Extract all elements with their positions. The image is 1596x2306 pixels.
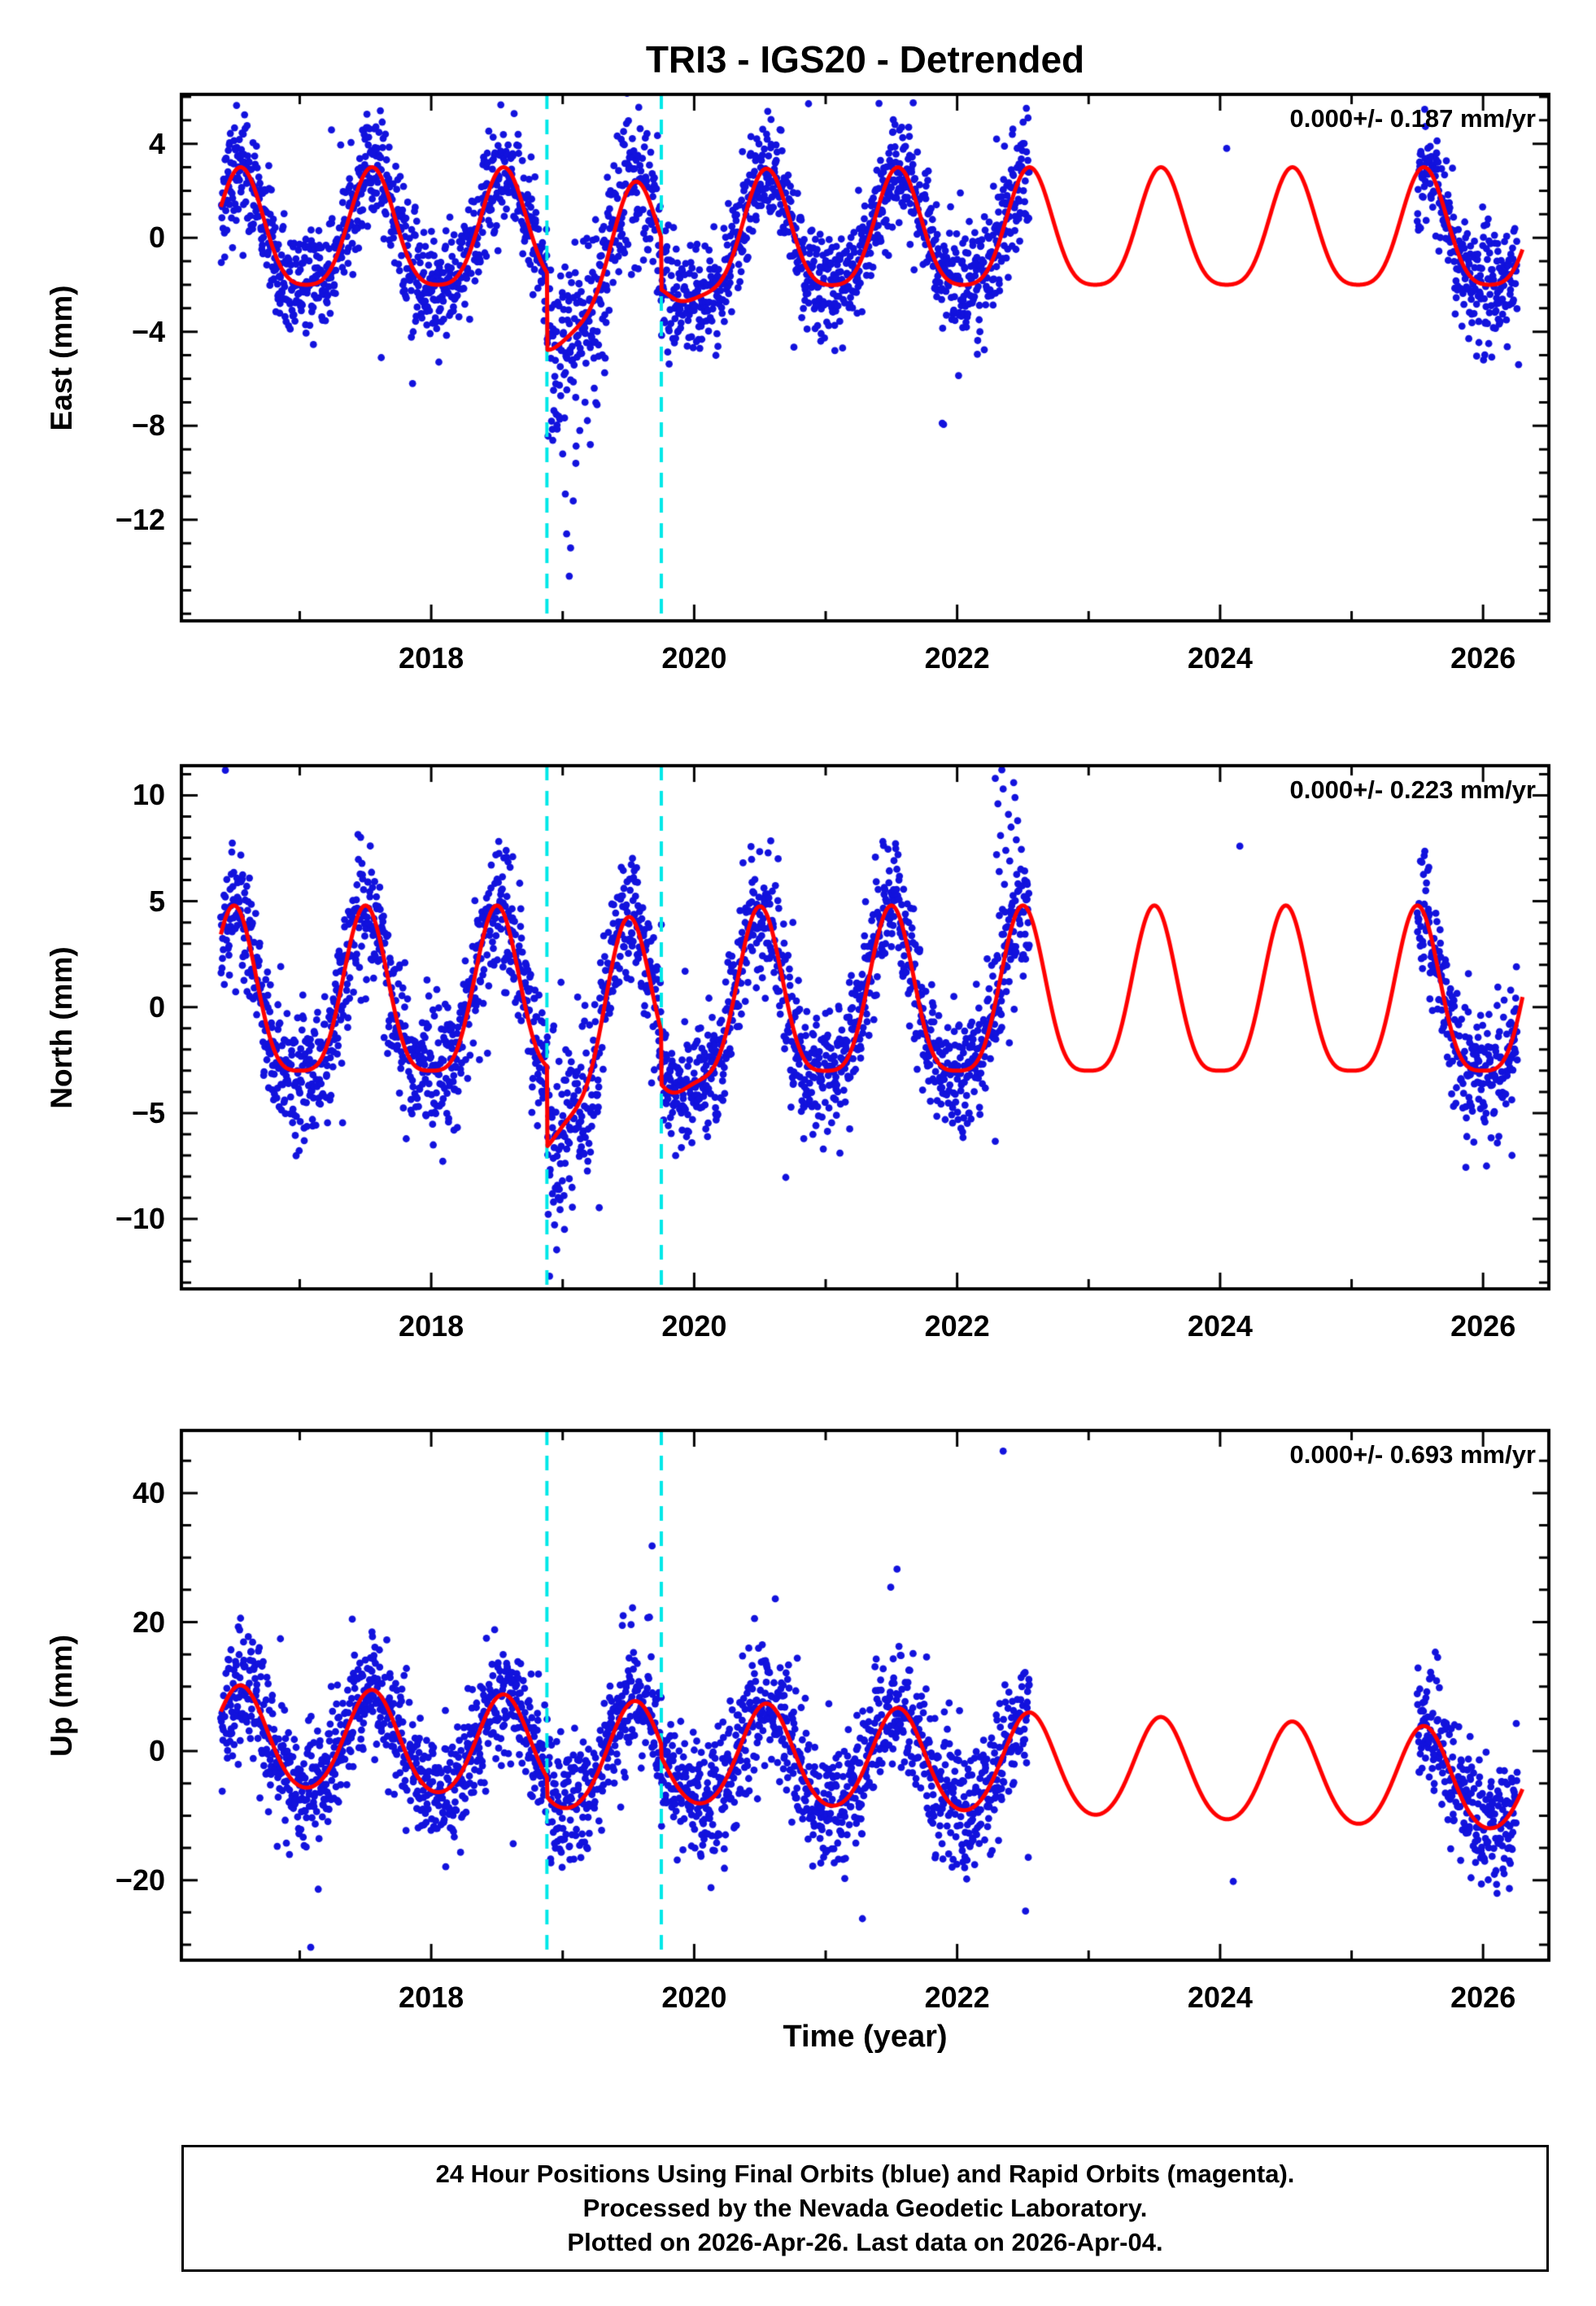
footer-line-3: Plotted on 2026-Apr-26. Last data on 202… [567,2228,1163,2256]
y-tick-label: 0 [148,1734,165,1768]
north-rate-annotation: 0.000+/- 0.223 mm/yr [1289,775,1536,804]
y-tick-label: 0 [148,221,165,255]
x-tick-label: 2018 [399,1309,464,1343]
y-tick-label: −5 [131,1095,165,1129]
x-tick-label: 2020 [661,641,727,675]
y-tick-label: −20 [115,1863,165,1897]
y-tick-label: 20 [132,1605,165,1639]
x-axis-label: Time (year) [783,2020,948,2054]
east-axis-label: East (mm) [45,285,78,431]
x-tick-label: 2024 [1187,1309,1253,1343]
x-tick-label: 2022 [924,1309,990,1343]
x-tick-label: 2022 [924,641,990,675]
north-axis-label: North (mm) [45,946,78,1109]
up-rate-annotation: 0.000+/- 0.693 mm/yr [1289,1440,1536,1469]
x-tick-label: 2022 [924,1981,990,2014]
x-tick-label: 2026 [1450,1981,1516,2014]
y-tick-label: −10 [115,1202,165,1236]
y-tick-label: 4 [148,126,165,160]
x-tick-label: 2024 [1187,1981,1253,2014]
y-tick-label: −4 [131,314,165,348]
x-tick-label: 2020 [661,1309,727,1343]
x-tick-label: 2026 [1450,1309,1516,1343]
y-tick-label: 40 [132,1475,165,1509]
y-tick-label: 0 [148,989,165,1024]
x-tick-label: 2018 [399,641,464,675]
x-tick-label: 2026 [1450,641,1516,675]
footer-box: 24 Hour Positions Using Final Orbits (bl… [181,2145,1549,2272]
page-title: TRI3 - IGS20 - Detrended [645,38,1085,81]
x-tick-label: 2024 [1187,641,1253,675]
footer-line-2: Processed by the Nevada Geodetic Laborat… [582,2194,1148,2222]
east-rate-annotation: 0.000+/- 0.187 mm/yr [1289,104,1536,133]
x-tick-label: 2018 [399,1981,464,2014]
y-tick-label: −12 [115,502,165,536]
up-axis-label: Up (mm) [45,1634,78,1758]
footer-line-1: 24 Hour Positions Using Final Orbits (bl… [435,2160,1295,2188]
y-tick-label: 10 [132,778,165,812]
x-tick-label: 2020 [661,1981,727,2014]
y-tick-label: −8 [131,408,165,443]
y-tick-label: 5 [148,884,165,918]
